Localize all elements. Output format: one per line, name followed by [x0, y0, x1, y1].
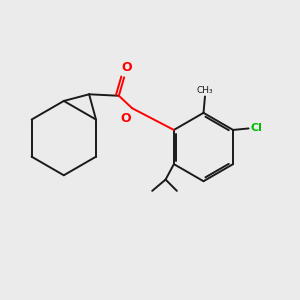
Text: O: O: [121, 61, 132, 74]
Text: Cl: Cl: [250, 124, 262, 134]
Text: CH₃: CH₃: [197, 86, 213, 95]
Text: O: O: [120, 112, 131, 125]
